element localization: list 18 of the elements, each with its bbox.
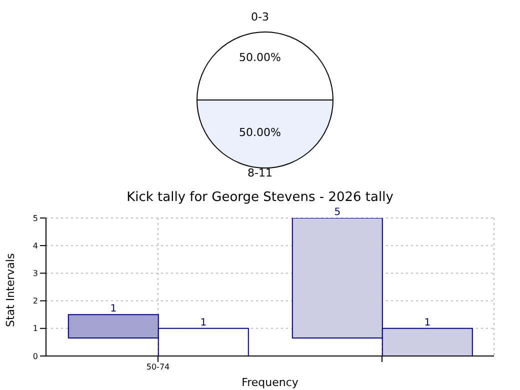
y-tick-label: 1: [32, 324, 38, 334]
y-tick-label: 4: [32, 241, 38, 250]
y-tick-label: 0: [32, 352, 38, 361]
data-label: 5: [334, 207, 341, 218]
y-axis-title: Stat Intervals: [4, 253, 17, 327]
data-label: 1: [424, 317, 431, 328]
y-tick-label: 2: [32, 296, 38, 306]
slice-label: 8-11: [248, 166, 272, 180]
y-tick-label: 5: [32, 214, 38, 223]
chart-title: Kick tally for George Stevens - 2026 tally: [126, 190, 394, 205]
y-tick-label: 3: [32, 269, 38, 278]
x-tick-label: 50-74: [146, 362, 170, 372]
data-label: 1: [110, 304, 117, 315]
data-label: 50.00%: [239, 51, 281, 64]
x-axis-title: Frequency: [242, 376, 299, 389]
data-label: 1: [200, 317, 207, 328]
slice-label: 0-3: [251, 10, 269, 24]
data-label: 50.00%: [239, 126, 281, 139]
